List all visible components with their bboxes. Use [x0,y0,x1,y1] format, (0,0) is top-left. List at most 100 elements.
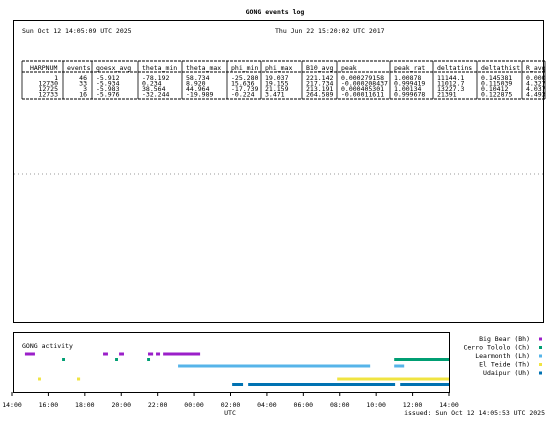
table-cell: 0.122875 [481,91,512,99]
legend-label: Cerro Tololo (Ch) [463,344,530,352]
table-cell: -17.739 [231,85,258,93]
column-header: theta_max [186,64,221,72]
table-cell: 11144.1 [437,74,464,82]
legend-swatch [539,354,542,358]
table-cell: 213.191 [306,85,333,93]
table-cell: 3.471 [265,91,285,99]
table-cell: 0.115039 [481,80,512,88]
table-cell: 3 [83,85,87,93]
table-cell: 217.734 [306,80,333,88]
x-tick-label: 22:00 [148,401,168,409]
table-cell: 33 [79,80,87,88]
activity-segment [147,358,151,361]
table-cell: 15.636 [231,80,255,88]
x-tick-label: 00:00 [184,401,204,409]
activity-segment [156,352,161,356]
x-tick-label: 14:00 [439,401,459,409]
activity-segment [38,377,41,381]
table-cell: -32.244 [142,91,169,99]
activity-segment [119,352,124,356]
table-cell: 4.037 [526,85,546,93]
table-cell: 1 [54,74,58,82]
x-tick-label: 02:00 [221,401,241,409]
legend-swatch [539,371,542,375]
table-cell: 221.142 [306,74,333,82]
table-cell: 0.234 [142,80,162,88]
table-cell: 58.734 [186,74,210,82]
left-date: Sun Oct 12 14:05:09 UTC 2025 [22,27,132,35]
activity-segment [394,358,449,361]
column-header: peak_rat [394,64,425,72]
table-cell: 0.999678 [394,91,425,99]
right-date: Thu Jun 22 15:20:02 UTC 2017 [275,27,385,35]
table-cell: 21.159 [265,85,289,93]
column-header: phi_max [265,64,292,72]
table-cell: 19.037 [265,74,289,82]
table-cell: 4.327 [526,80,546,88]
table-cell: 16 [79,91,87,99]
title: GONG events log [246,8,305,16]
activity-segment [394,364,405,368]
table-cell: 44.964 [186,85,210,93]
column-header: events [67,64,91,72]
x-tick-label: 20:00 [111,401,131,409]
table-cell: 0.000405301 [341,85,384,93]
dynamic: HARPNUM events goesx_avg theta_min theta_max… [2,61,546,409]
x-tick-label: 14:00 [2,401,22,409]
table-cell: -78.192 [142,74,169,82]
table-cell: -5.934 [96,80,120,88]
table-cell: 38.564 [142,85,166,93]
x-tick-label: 16:00 [39,401,59,409]
activity-segment [337,377,449,381]
column-header: B10_avg [306,64,333,72]
x-tick-label: 18:00 [75,401,95,409]
activity-segment [103,352,108,356]
legend-swatch [539,337,542,341]
table-cell: 12733 [38,91,58,99]
x-tick-label: 10:00 [366,401,386,409]
table-cell: -5.912 [96,74,120,82]
activity-segment [248,383,396,386]
column-header: phi_min [231,64,258,72]
table-cell: -19.989 [186,91,213,99]
table-cell: -0.224 [231,91,255,99]
table-cell: 12725 [38,85,58,93]
table-cell: -0.00011611 [341,91,384,99]
table-cell: -25.280 [231,74,258,82]
x-tick-label: 06:00 [294,401,314,409]
activity-segment [24,352,35,356]
column-header: R_avg [526,64,546,72]
activity-segment [115,358,118,361]
table-cell: 21391 [437,91,457,99]
table-cell: 0.999419 [394,80,425,88]
activity-title: GONG activity [22,342,73,350]
table-cell: 0.000 [526,74,546,82]
column-header: deltathist [481,64,520,72]
column-header: theta_min [142,64,177,72]
activity-segment [163,352,201,356]
legend-label: El Teide (Th) [479,361,530,369]
table-cell: 19.155 [265,80,289,88]
table-cell: 0.000279158 [341,74,384,82]
issued: issued: Sun Oct 12 14:05:53 UTC 2025 [404,409,545,417]
log-frame [13,20,544,323]
column-header: HARPNUM [30,64,57,72]
x-tick-label: 08:00 [330,401,350,409]
table-cell: 8.920 [186,80,206,88]
table-cell: 1.00134 [394,85,421,93]
activity-segment [62,358,65,361]
table-cell: 13227.3 [437,85,464,93]
x-tick-label: 12:00 [403,401,423,409]
column-header: goesx_avg [96,64,131,72]
table-cell: -5.976 [96,91,120,99]
legend-swatch [539,346,542,349]
table-cell: 0.10412 [481,85,508,93]
activity-segment [77,377,81,381]
activity-segment [178,364,371,368]
x-axis-label: UTC [224,409,236,417]
activity-segment [400,383,449,386]
x-tick-label: 04:00 [257,401,277,409]
table-cell: 12730 [38,80,58,88]
column-header: deltatins [437,64,472,72]
